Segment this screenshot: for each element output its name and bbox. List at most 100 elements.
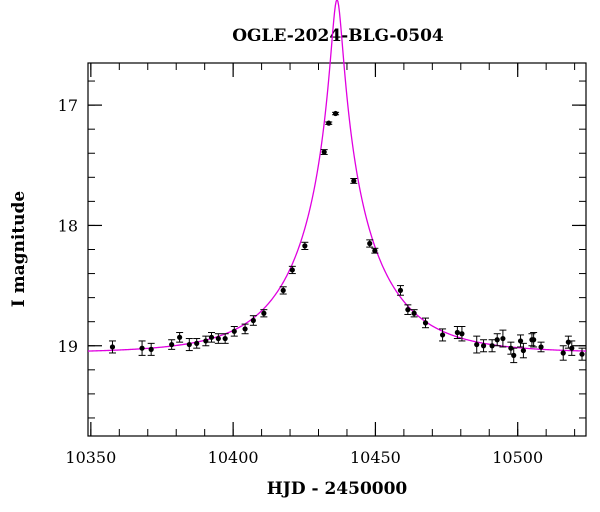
data-point — [366, 239, 374, 248]
data-marker — [186, 341, 192, 348]
data-point — [241, 323, 249, 335]
data-marker — [321, 149, 327, 155]
data-points — [108, 110, 586, 364]
data-marker — [109, 344, 116, 350]
data-marker — [439, 332, 446, 338]
data-point — [404, 304, 412, 315]
data-point — [422, 317, 430, 329]
data-marker — [332, 110, 339, 117]
data-point — [473, 335, 481, 354]
data-marker — [250, 317, 256, 324]
data-marker — [560, 350, 566, 356]
data-point — [568, 340, 576, 356]
x-axis-title: HJD - 2450000 — [267, 479, 408, 499]
data-point — [260, 309, 268, 318]
y-axis-title: I magnitude — [9, 191, 29, 308]
data-marker — [459, 331, 465, 337]
data-marker — [405, 307, 411, 313]
data-point — [480, 339, 488, 353]
data-marker — [177, 334, 183, 340]
x-tick-label: 10500 — [492, 448, 543, 467]
data-point — [458, 326, 466, 342]
data-marker — [351, 178, 357, 184]
data-point — [279, 286, 287, 295]
x-tick-label: 10400 — [208, 448, 259, 467]
data-marker — [500, 335, 506, 342]
data-marker — [203, 338, 209, 344]
plot-frame — [87, 62, 587, 437]
data-marker — [208, 334, 215, 340]
data-marker — [531, 337, 537, 343]
data-marker — [494, 337, 500, 343]
data-point — [320, 149, 328, 155]
data-point — [147, 342, 155, 356]
data-point — [202, 335, 210, 347]
data-point — [325, 120, 333, 126]
data-marker — [511, 352, 517, 358]
data-marker — [169, 341, 175, 348]
data-point — [510, 347, 518, 364]
data-marker — [480, 343, 487, 349]
data-marker — [242, 326, 248, 332]
data-point — [517, 334, 525, 348]
data-point — [410, 309, 418, 318]
data-point — [519, 342, 527, 359]
data-marker — [579, 351, 585, 357]
data-marker — [517, 338, 524, 344]
data-point — [176, 332, 184, 343]
data-point — [493, 333, 501, 347]
y-tick-labels: 17 18 19 — [58, 96, 78, 356]
data-point — [301, 241, 309, 250]
data-marker — [565, 339, 571, 345]
data-marker — [538, 344, 544, 350]
x-tick-label: 10350 — [65, 448, 116, 467]
data-point — [214, 333, 222, 344]
data-marker — [454, 329, 460, 336]
data-point — [108, 340, 116, 354]
data-marker — [289, 267, 295, 273]
y-tick-label: 18 — [58, 216, 78, 235]
data-point — [138, 340, 146, 356]
data-point — [488, 339, 496, 353]
data-marker — [422, 320, 429, 326]
data-point — [230, 326, 238, 337]
data-marker — [474, 341, 480, 348]
data-marker — [194, 340, 200, 346]
x-tick-label: 10450 — [350, 448, 401, 467]
major-ticks — [88, 63, 586, 436]
data-marker — [326, 120, 332, 126]
minor-ticks — [88, 63, 586, 436]
data-marker — [139, 345, 145, 351]
x-tick-labels: 10350 10400 10450 10500 — [65, 448, 543, 467]
data-point — [185, 338, 193, 352]
data-point — [350, 178, 358, 184]
chart-title: OGLE-2024-BLG-0504 — [232, 26, 444, 46]
model-curve — [87, 0, 587, 352]
data-point — [499, 329, 507, 348]
data-point — [537, 341, 545, 353]
data-point — [564, 335, 572, 349]
data-point — [193, 338, 201, 349]
data-marker — [280, 287, 286, 294]
data-marker — [372, 248, 378, 254]
data-point — [168, 339, 176, 350]
data-point — [208, 332, 216, 343]
data-point — [530, 332, 538, 348]
data-marker — [367, 240, 373, 247]
data-marker — [148, 346, 154, 352]
data-point — [221, 333, 229, 344]
data-point — [439, 328, 447, 342]
data-marker — [215, 335, 221, 342]
data-marker — [302, 243, 308, 249]
data-marker — [411, 310, 417, 316]
data-point — [578, 347, 586, 361]
data-point — [332, 110, 340, 117]
data-point — [288, 265, 296, 275]
data-marker — [569, 345, 575, 351]
data-marker — [520, 347, 526, 354]
y-tick-label: 17 — [58, 96, 78, 115]
data-point — [249, 315, 257, 326]
data-point — [371, 247, 379, 254]
data-point — [559, 345, 567, 361]
